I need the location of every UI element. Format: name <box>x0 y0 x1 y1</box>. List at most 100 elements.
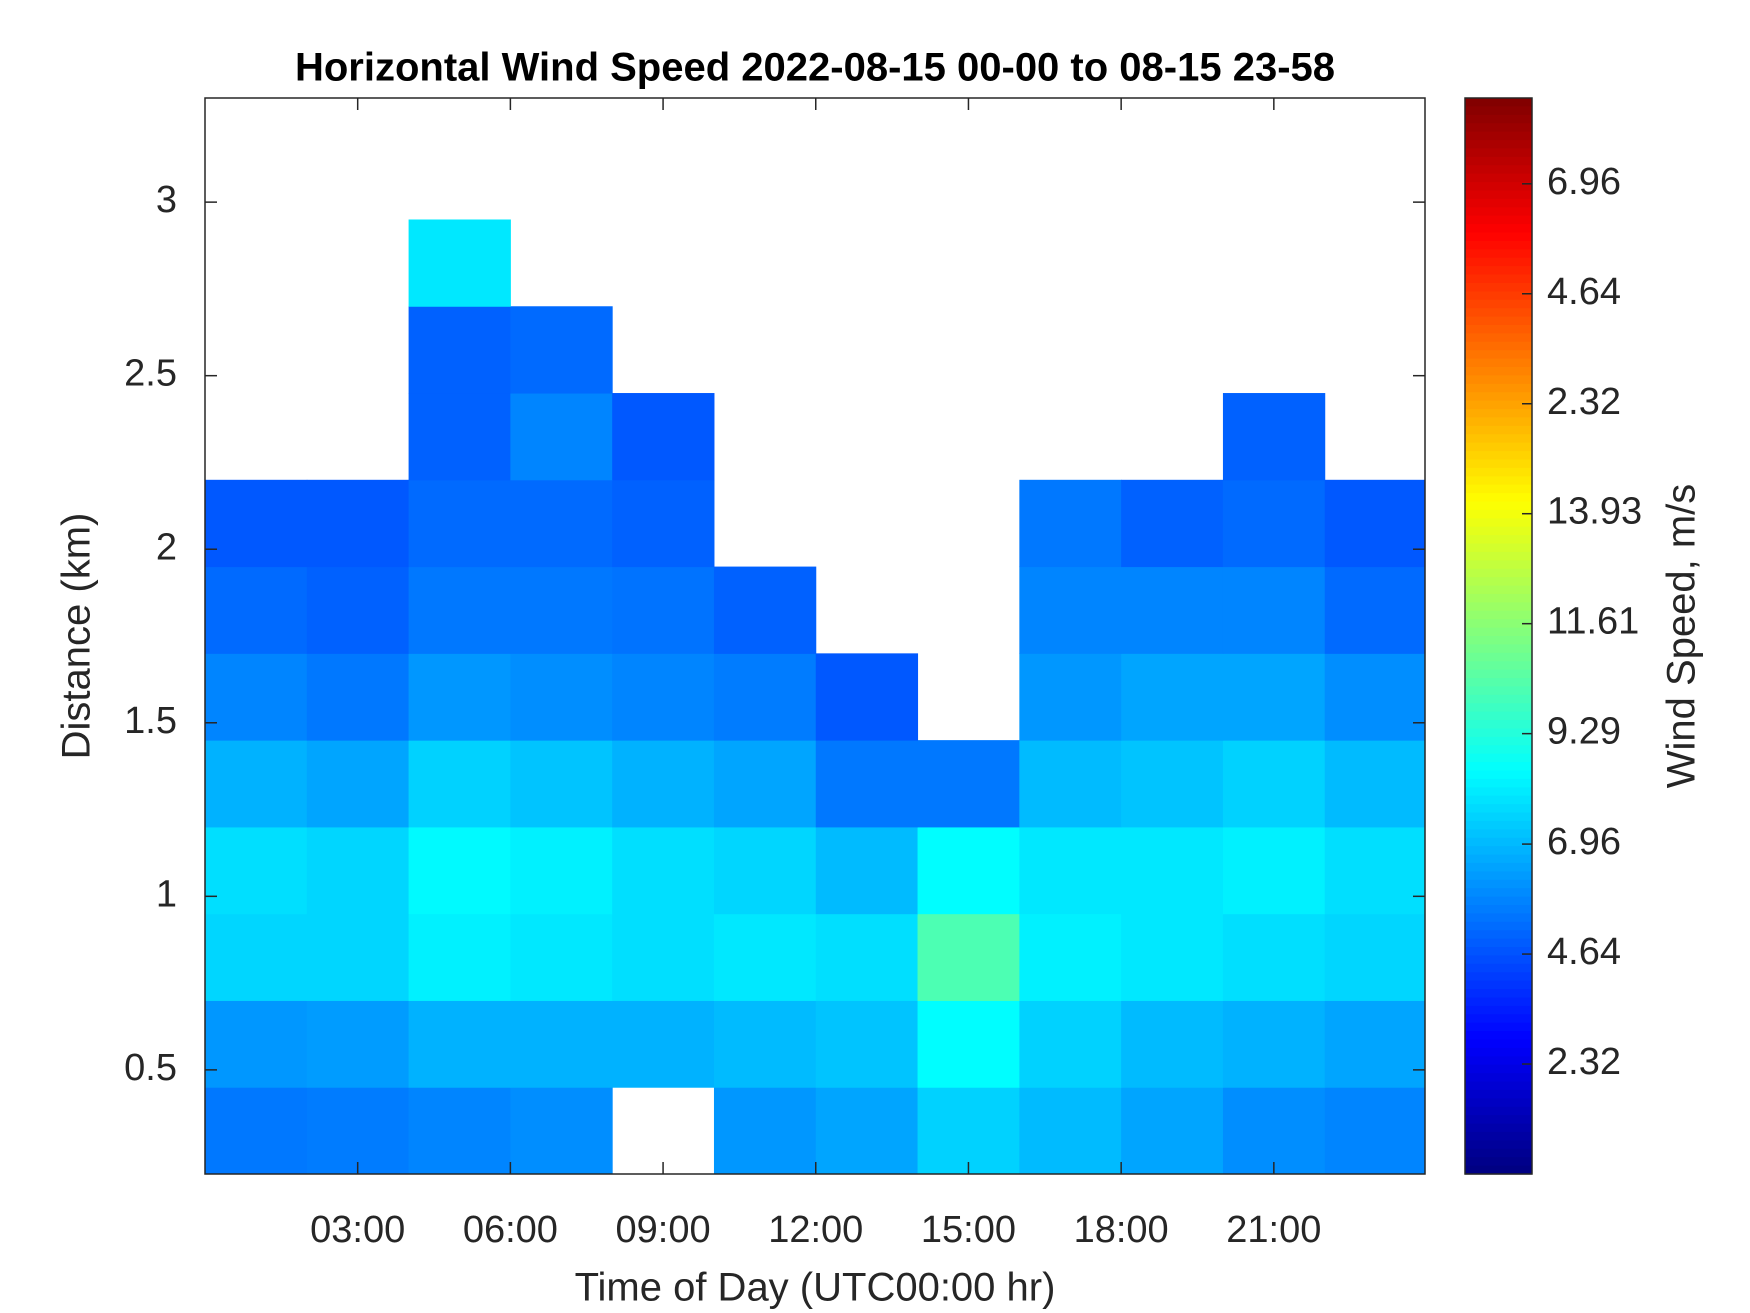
colorbar-segment <box>1465 610 1532 620</box>
heatmap-cell <box>510 1000 613 1088</box>
colorbar-segment <box>1465 980 1532 990</box>
heatmap-cell <box>510 826 613 915</box>
colorbar-tick-label: 9.29 <box>1547 711 1621 753</box>
colorbar-segment <box>1465 350 1532 360</box>
colorbar-segment <box>1465 577 1532 587</box>
heatmap-cell <box>510 1087 613 1175</box>
colorbar-segment <box>1465 1081 1532 1091</box>
y-axis-label: Distance (km) <box>55 513 99 760</box>
heatmap-cell <box>1121 566 1224 654</box>
colorbar-segment <box>1465 282 1532 292</box>
heatmap-cell <box>1324 740 1426 828</box>
colorbar-segment <box>1465 896 1532 906</box>
colorbar-segment <box>1465 207 1532 217</box>
colorbar-segment <box>1465 871 1532 881</box>
colorbar-tick-label: 2.32 <box>1547 1041 1621 1083</box>
heatmap-cell <box>510 479 613 568</box>
x-tick-label: 06:00 <box>463 1209 558 1251</box>
heatmap-cell <box>1121 913 1224 1001</box>
colorbar-segment <box>1465 703 1532 713</box>
colorbar-segment <box>1465 1165 1532 1175</box>
colorbar-segment <box>1465 543 1532 553</box>
heatmap-cell <box>205 740 308 828</box>
colorbar-segment <box>1465 467 1532 477</box>
colorbar-segment <box>1465 762 1532 772</box>
heatmap-cell <box>510 566 613 654</box>
colorbar-segment <box>1465 745 1532 755</box>
heatmap-cell <box>1019 1000 1122 1088</box>
heatmap-cell <box>612 740 715 828</box>
colorbar-segment <box>1465 1123 1532 1133</box>
heatmap-cell <box>408 1000 511 1088</box>
colorbar-segment <box>1465 425 1532 435</box>
colorbar-segment <box>1465 753 1532 763</box>
colorbar-segment <box>1465 333 1532 343</box>
colorbar-segment <box>1465 383 1532 393</box>
x-axis-label: Time of Day (UTC00:00 hr) <box>575 1266 1056 1310</box>
colorbar-segment <box>1465 266 1532 276</box>
colorbar-segment <box>1465 484 1532 494</box>
colorbar-segment <box>1465 98 1532 108</box>
heatmap-cell <box>1222 479 1326 568</box>
heatmap-cell <box>1324 1087 1426 1175</box>
colorbar-segment <box>1465 148 1532 158</box>
colorbar-tick-label: 6.96 <box>1547 161 1621 203</box>
colorbar-segment <box>1465 812 1532 822</box>
colorbar-segment <box>1465 1106 1532 1116</box>
heatmap-cell <box>408 913 511 1001</box>
colorbar-segment <box>1465 249 1532 259</box>
colorbar-box <box>1464 97 1533 1175</box>
heatmap-cell <box>612 913 715 1001</box>
y-tick-label: 2 <box>156 526 177 568</box>
colorbar-segment <box>1465 1056 1532 1066</box>
heatmap-cell <box>408 479 511 568</box>
colorbar-segment <box>1465 736 1532 746</box>
heatmap-cell <box>510 740 613 828</box>
colorbar-segment <box>1465 1157 1532 1167</box>
colorbar-segment <box>1465 770 1532 780</box>
colorbar-segment <box>1465 1064 1532 1074</box>
heatmap-cell <box>1121 826 1224 915</box>
colorbar-segment <box>1465 442 1532 452</box>
colorbar-segment <box>1465 652 1532 662</box>
colorbar-tick-label: 13.93 <box>1547 491 1642 533</box>
colorbar-label: Wind Speed, m/s <box>1660 484 1704 789</box>
heatmap-cell <box>1019 826 1122 915</box>
heatmap-cell <box>612 653 715 741</box>
heatmap-cell <box>612 566 715 654</box>
colorbar-segment <box>1465 535 1532 545</box>
heatmap-cell <box>612 1000 715 1088</box>
colorbar-segment <box>1465 140 1532 150</box>
colorbar-segment <box>1465 661 1532 671</box>
colorbar-segment <box>1465 291 1532 301</box>
colorbar-segment <box>1465 1098 1532 1108</box>
colorbar-segment <box>1465 636 1532 646</box>
heatmap-cell <box>1324 566 1426 654</box>
colorbar-segment <box>1465 778 1532 788</box>
y-tick-label: 0.5 <box>124 1047 177 1089</box>
heatmap-cell <box>205 1087 308 1175</box>
heatmap-cell <box>306 913 410 1001</box>
heatmap-cell <box>1121 479 1224 568</box>
colorbar-tick-label: 2.32 <box>1547 381 1621 423</box>
heatmap-cell <box>815 1087 919 1175</box>
heatmap-cell <box>1019 913 1122 1001</box>
colorbar-segment <box>1465 316 1532 326</box>
colorbar-segment <box>1465 182 1532 192</box>
heatmap-cell <box>408 1087 511 1175</box>
colorbar-segment <box>1465 165 1532 175</box>
y-tick-label: 1 <box>156 873 177 915</box>
colorbar-tick-label: 4.64 <box>1547 271 1621 313</box>
y-tick-label: 1.5 <box>124 700 177 742</box>
heatmap-cell <box>713 566 817 654</box>
colorbar-segment <box>1465 997 1532 1007</box>
colorbar-segment <box>1465 947 1532 957</box>
colorbar-segment <box>1465 434 1532 444</box>
heatmap-cell <box>1121 653 1224 741</box>
heatmap-cell <box>1019 479 1122 568</box>
heatmap-cell <box>612 393 715 481</box>
colorbar-segment <box>1465 787 1532 797</box>
heatmap-cell <box>1019 653 1122 741</box>
colorbar-segment <box>1465 905 1532 915</box>
